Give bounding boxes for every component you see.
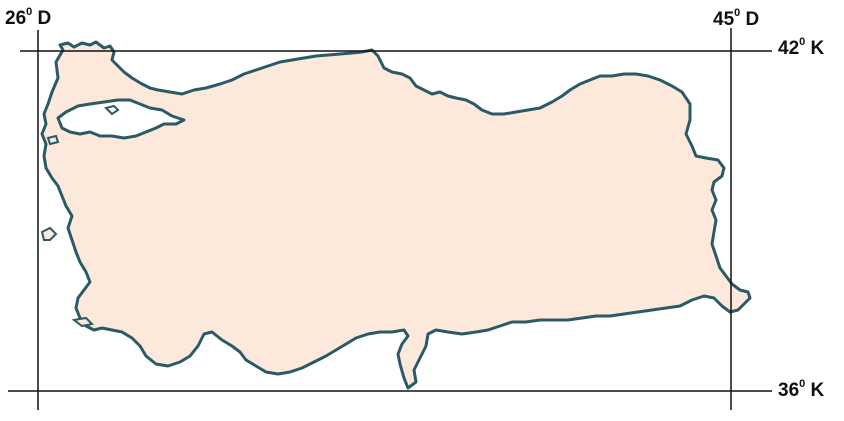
latitude-south-suffix: K — [805, 380, 825, 401]
longitude-label-west: 260 D — [5, 6, 52, 29]
island-south-west — [71, 316, 95, 328]
latitude-north-degree: 0 — [799, 36, 806, 48]
longitude-east-suffix: D — [740, 9, 760, 30]
longitude-label-east: 450 D — [713, 7, 760, 30]
marmara-island — [104, 104, 120, 116]
island-bozcaada — [40, 226, 58, 241]
longitude-west-suffix: D — [32, 8, 52, 29]
longitude-west-degree: 0 — [26, 6, 33, 18]
longitude-west-value: 26 — [5, 8, 27, 29]
country-mainland — [40, 40, 752, 390]
latitude-label-south: 360 K — [778, 378, 825, 401]
latitude-north-suffix: K — [805, 38, 825, 59]
longitude-east-value: 45 — [713, 9, 735, 30]
sea-of-marmara — [56, 98, 186, 140]
latitude-label-north: 420 K — [778, 36, 825, 59]
latitude-south-value: 36 — [778, 380, 800, 401]
latitude-south-degree: 0 — [799, 378, 806, 390]
latitude-north-value: 42 — [778, 38, 800, 59]
longitude-east-degree: 0 — [734, 7, 741, 19]
island-gokceada — [46, 134, 60, 146]
